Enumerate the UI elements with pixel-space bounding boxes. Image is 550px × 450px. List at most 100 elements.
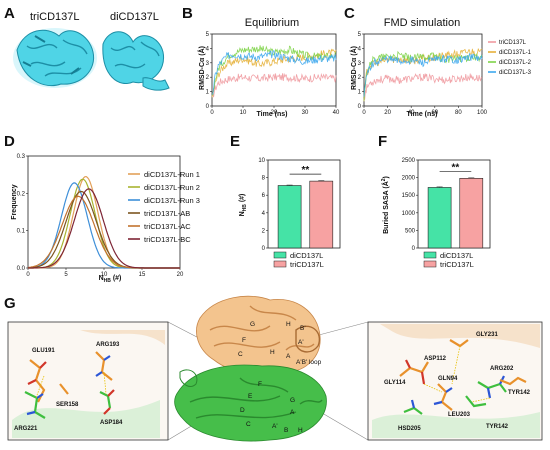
y-tick-label: 0.2 <box>17 191 26 197</box>
svg-text:E: E <box>248 393 253 400</box>
panel-a: A triCD137L diCD137L <box>4 5 170 91</box>
svg-text:D: D <box>240 407 245 414</box>
residue-label: GLN94 <box>438 376 458 382</box>
x-tick-label: 20 <box>177 272 184 278</box>
y-tick-label: 500 <box>405 228 416 234</box>
y-tick-label: 1000 <box>402 211 416 217</box>
x-tick-label: 40 <box>333 110 340 116</box>
significance-label: ** <box>302 165 310 176</box>
x-tick-label: 40 <box>408 110 415 116</box>
chart-f-ylabel: Buried SASA (Å2) <box>381 176 390 234</box>
y-tick-label: 0.0 <box>17 266 26 272</box>
residue-label: ARG202 <box>490 366 514 372</box>
x-tick-label: 100 <box>477 110 488 116</box>
svg-text:H: H <box>286 321 291 328</box>
x-tick-label: 15 <box>139 272 146 278</box>
residue-label: ASP112 <box>424 356 447 362</box>
residue-label: TYR142 <box>508 390 531 396</box>
x-tick-label: 30 <box>302 110 309 116</box>
x-tick-label: 0 <box>210 110 214 116</box>
right-interface-inset: GLY231 ASP112 ARG202 GLY114 GLN94 TYR142… <box>367 321 543 441</box>
y-tick-label: 1 <box>206 90 210 96</box>
plot-frame <box>417 159 491 249</box>
y-tick-label: 0 <box>412 246 416 252</box>
y-tick-label: 6 <box>262 193 266 199</box>
legend-entry: diCD137L-Run 1 <box>144 170 200 179</box>
y-tick-label: 8 <box>262 176 266 182</box>
chart-b-xlabel: Time (ns) <box>257 111 288 118</box>
panel-label-c: C <box>344 5 355 22</box>
x-tick-label: 10 <box>101 272 108 278</box>
legend-entry: triCD137L-AB <box>144 209 190 218</box>
y-tick-label: 0 <box>262 246 266 252</box>
y-tick-label: 4 <box>262 211 266 217</box>
svg-text:H: H <box>270 349 275 356</box>
svg-text:A': A' <box>298 339 304 346</box>
complex-structure-image: G H B' F A' C H A A'B' loop F E G D A C … <box>174 295 327 442</box>
x-tick-label: 60 <box>431 110 438 116</box>
residue-label: TYR142 <box>486 424 509 430</box>
residue-label: GLY114 <box>384 380 406 386</box>
plot-frame <box>363 33 483 107</box>
legend-entry: diCD137L-2 <box>499 60 532 66</box>
y-tick-label: 4 <box>206 46 210 52</box>
residue-label: ASP184 <box>100 420 123 426</box>
svg-text:A: A <box>290 409 295 416</box>
x-tick-label: 20 <box>384 110 391 116</box>
y-tick-label: 1500 <box>402 193 416 199</box>
chart-b: 0 10 20 30 40 0 1 2 3 4 5 <box>206 32 340 116</box>
significance-label: ** <box>452 162 460 173</box>
legend-swatch <box>273 251 287 259</box>
plot-frame <box>267 159 341 249</box>
density-curve-triCD137L_BC <box>28 188 180 269</box>
chart-b-ylabel: RMSD-Cα (Å) <box>197 46 206 90</box>
chart-d-xlabel: NHB (#) <box>99 275 122 284</box>
svg-text:G: G <box>250 321 255 328</box>
sheet-labels-top: G H B' F A' C H A <box>238 321 306 360</box>
left-interface-inset: GLU191 ARG193 SER158 ASP184 ARG221 <box>7 321 169 441</box>
legend-entry: triCD137L-BC <box>144 235 191 244</box>
y-tick-label: 5 <box>358 32 362 38</box>
chart-d: 0 5 10 15 20 0.0 0.1 0.2 0.3 <box>17 154 184 278</box>
y-tick-label: 0.3 <box>17 154 26 160</box>
series-line-eq_tri <box>211 72 337 98</box>
y-tick-label: 1 <box>358 90 362 96</box>
series-line-eq_di3 <box>211 50 337 95</box>
legend-entry: triCD137L <box>440 260 474 269</box>
y-tick-label: 0 <box>358 104 362 110</box>
svg-text:C: C <box>238 351 243 358</box>
legend-swatch <box>273 260 287 268</box>
residue-label: ARG221 <box>14 426 38 432</box>
legend-entry: triCD137L-AC <box>144 222 191 231</box>
panel-d: D 0 5 10 15 20 0.0 0.1 0.2 0.3 Frequency NHB (#)… <box>4 133 200 284</box>
residue-label: LEU203 <box>448 412 471 418</box>
panel-label-a: A <box>4 5 15 22</box>
chart-e: 0 2 4 6 8 10 ** <box>258 158 341 252</box>
chart-c-title: FMD simulation <box>384 17 460 29</box>
svg-text:A: A <box>286 353 291 360</box>
panel-label-f: F <box>378 133 387 150</box>
svg-text:F: F <box>242 337 246 344</box>
legend-swatch <box>423 260 437 268</box>
series-line-eq_di1 <box>211 48 337 98</box>
svg-text:F: F <box>258 381 262 388</box>
panel-label-b: B <box>182 5 193 22</box>
structure-name-di: diCD137L <box>110 11 159 23</box>
svg-text:G: G <box>290 397 295 404</box>
x-tick-label: 0 <box>362 110 366 116</box>
y-tick-label: 2000 <box>402 176 416 182</box>
chart-d-legend: diCD137L-Run 1 diCD137L-Run 2 diCD137L-Run… <box>128 170 200 244</box>
chart-c-ylabel: RMSD-Cα (Å) <box>349 46 358 90</box>
bar-diCD137L <box>427 187 452 249</box>
y-tick-label: 3 <box>206 61 210 67</box>
x-tick-label: 20 <box>271 110 278 116</box>
residue-label: HSD205 <box>398 426 421 432</box>
panel-f: F 0 500 1000 1500 2000 2500 ** Buried SASA (Å2… <box>378 133 491 269</box>
svg-text:C: C <box>246 421 251 428</box>
legend-entry: diCD137L-1 <box>499 50 532 56</box>
y-tick-label: 5 <box>206 32 210 38</box>
series-line-eq_tri <box>363 73 483 101</box>
